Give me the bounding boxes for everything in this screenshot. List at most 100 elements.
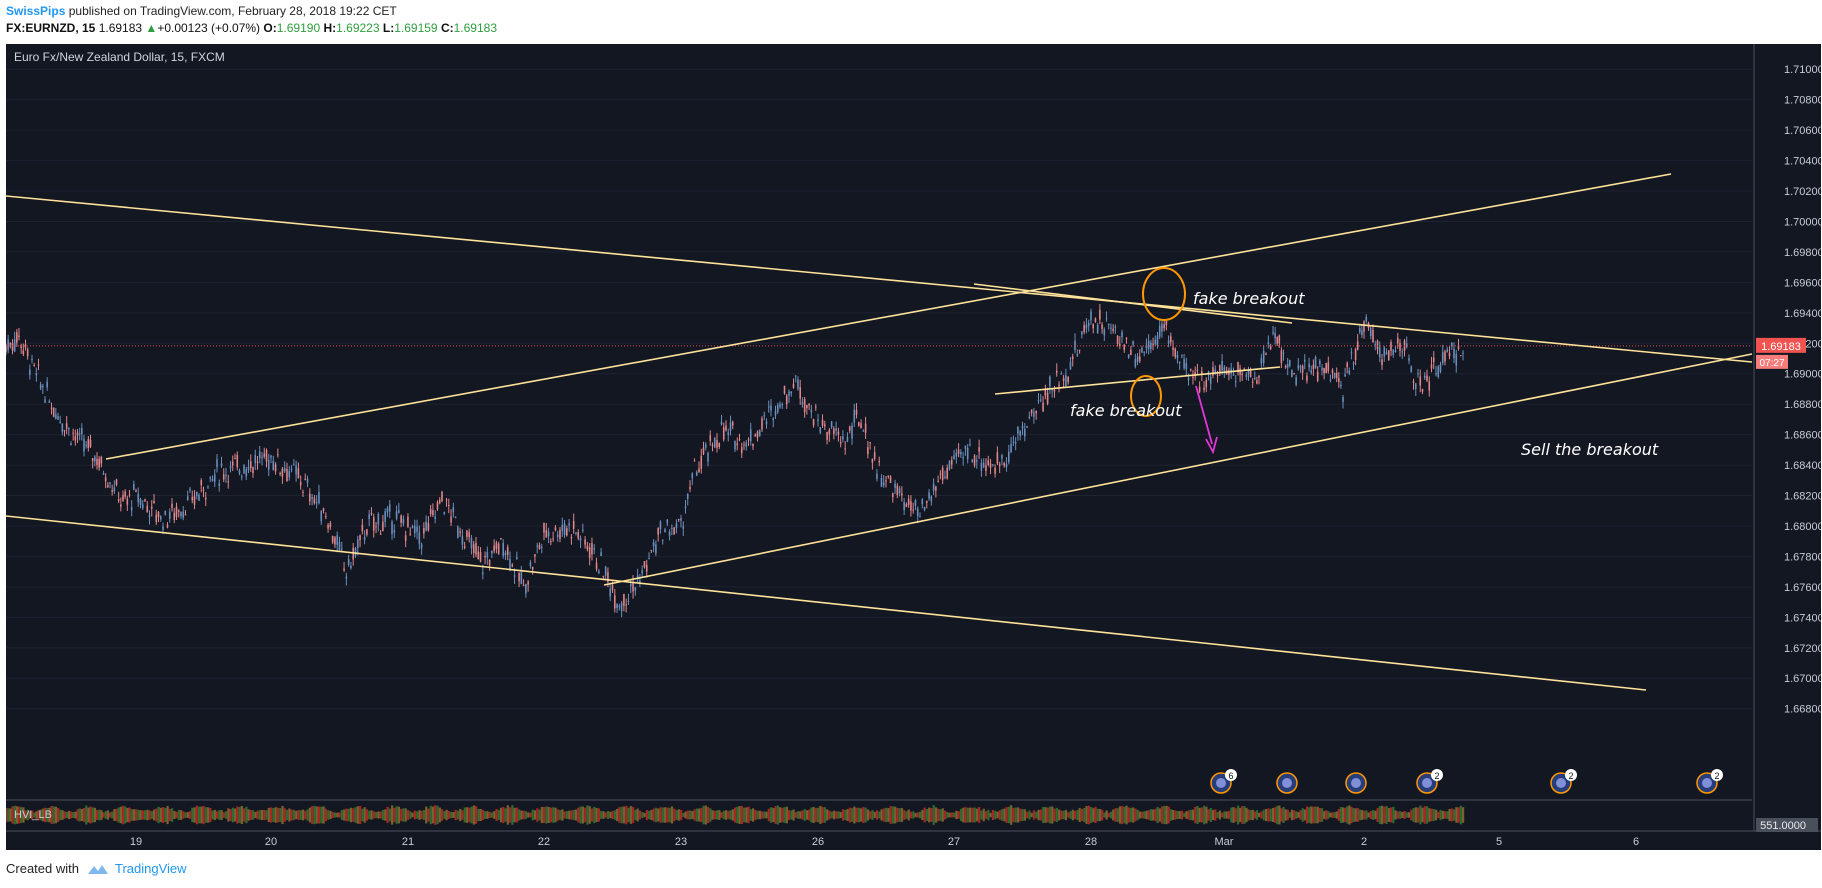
indicator-bar: [240, 805, 243, 825]
indicator-bar: [758, 810, 761, 820]
indicator-bar: [597, 808, 600, 822]
indicator-bar: [122, 805, 125, 825]
candle-body: [249, 461, 252, 468]
candle-body: [504, 552, 507, 556]
indicator-bar: [146, 809, 149, 821]
indicator-bar: [137, 809, 140, 821]
indicator-bar: [680, 809, 683, 821]
candle-body: [1428, 381, 1431, 391]
indicator-bar: [57, 808, 60, 822]
candle-body: [1176, 355, 1179, 358]
candle-body: [366, 529, 368, 535]
candle-body: [600, 552, 602, 556]
candle-body: [1303, 359, 1306, 362]
indicator-bar: [1321, 808, 1324, 822]
indicator-bar: [570, 810, 573, 820]
indicator-bar: [402, 808, 405, 822]
candle-body: [595, 562, 598, 569]
indicator-bar: [502, 806, 505, 824]
indicator-bar: [1439, 809, 1442, 821]
candle-body: [211, 479, 214, 481]
indicator-bar: [157, 806, 160, 824]
indicator-bar: [180, 810, 183, 820]
indicator-bar: [388, 808, 391, 822]
indicator-bar: [61, 810, 64, 820]
author-link[interactable]: SwissPips: [6, 4, 66, 18]
candle-body: [686, 494, 689, 499]
candle-body: [1116, 335, 1119, 344]
candle-body: [1196, 369, 1199, 371]
indicator-bar: [600, 811, 603, 819]
indicator-bar: [792, 809, 795, 821]
indicator-bar: [971, 807, 974, 823]
candle-body: [713, 438, 716, 448]
candle-body: [1023, 428, 1026, 437]
candle-body: [304, 478, 307, 480]
indicator-bar: [493, 811, 496, 819]
candle-body: [969, 444, 971, 446]
indicator-bar: [1414, 807, 1417, 823]
candle-body: [1282, 352, 1285, 354]
candle-body: [130, 507, 133, 511]
indicator-bar: [218, 810, 221, 820]
indicator-bar: [1035, 811, 1038, 819]
candle-body: [885, 480, 887, 482]
indicator-bar: [835, 811, 838, 819]
candle-body: [736, 443, 739, 446]
indicator-bar: [93, 807, 97, 823]
candle-body: [1325, 363, 1327, 374]
candle-body: [1221, 360, 1223, 371]
indicator-bar: [752, 808, 755, 822]
candle-body: [806, 405, 808, 409]
indicator-bar: [1421, 807, 1424, 823]
indicator-bar: [1312, 806, 1315, 824]
candle-body: [731, 422, 734, 426]
candle-body: [989, 463, 992, 468]
candle-body: [1392, 349, 1395, 355]
indicator-bar: [365, 809, 369, 821]
candle-body: [720, 421, 723, 425]
indicator-bar: [111, 811, 114, 819]
candle-body: [1181, 355, 1183, 357]
indicator-bar: [734, 807, 737, 823]
tradingview-logo-icon[interactable]: [87, 863, 109, 875]
breakout-ellipse: [1142, 267, 1186, 321]
indicator-bar: [1174, 810, 1177, 820]
candle-body: [1423, 375, 1426, 378]
candle-body: [500, 537, 502, 539]
indicator-bar: [31, 810, 34, 820]
indicator-bar: [96, 810, 99, 820]
candle-body: [182, 511, 185, 518]
indicator-bar: [6, 808, 8, 822]
indicator-bar: [857, 807, 860, 823]
candle-body: [783, 385, 786, 394]
candle-body: [159, 516, 162, 520]
published-text: published on TradingView.com, February 2…: [68, 4, 397, 18]
candle-body: [1209, 376, 1212, 384]
event-count-label: 2: [1568, 771, 1573, 781]
price-chart[interactable]: 1.71000 1.70800 1.70600 1.70400 1.70200 1.700…: [6, 44, 1821, 850]
indicator-bar: [1039, 809, 1042, 821]
indicator-bar: [35, 811, 38, 819]
indicator-bar: [1419, 805, 1422, 825]
candle-body: [1297, 365, 1300, 369]
candle-body: [579, 538, 582, 541]
candle-body: [629, 584, 632, 586]
candle-body: [718, 443, 721, 447]
candle-body: [1385, 352, 1388, 355]
candle-body: [752, 443, 754, 447]
chart-panel[interactable]: 1.71000 1.70800 1.70600 1.70400 1.70200 1.700…: [6, 44, 1821, 850]
indicator-bar: [1121, 805, 1124, 825]
candle-body: [923, 506, 926, 510]
indicator-bar: [704, 805, 707, 825]
candle-body: [1352, 362, 1355, 365]
candle-body: [659, 521, 662, 530]
tradingview-link[interactable]: TradingView: [114, 861, 187, 876]
candle-body: [1331, 369, 1334, 373]
candle-body: [776, 405, 779, 412]
candle-body: [914, 500, 917, 506]
indicator-bar: [1435, 809, 1438, 821]
candle-body: [195, 492, 198, 496]
indicator-bar: [427, 808, 430, 822]
candle-body: [525, 583, 527, 594]
